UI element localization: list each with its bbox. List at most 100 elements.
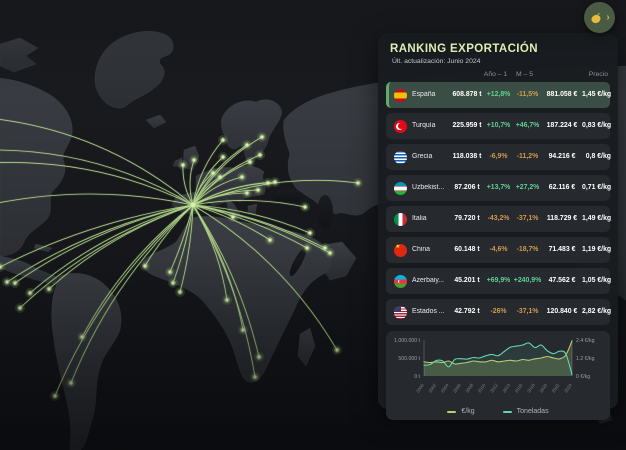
- country-flag-it: [392, 212, 408, 226]
- euro-value: 47.562 €: [548, 276, 576, 284]
- history-chart-card: 1.000.000 t 500.000 t 0 t 2.4 €/kg 1.2 €/kg 0…: [386, 331, 610, 420]
- tonnage-value: 60.148 t: [454, 245, 480, 253]
- svg-text:2024: 2024: [563, 382, 573, 393]
- svg-text:2014: 2014: [501, 382, 511, 393]
- legend-item-kg[interactable]: €/kg: [447, 408, 475, 415]
- tonnage-value: 608.878 t: [452, 90, 482, 98]
- svg-text:2010: 2010: [477, 382, 487, 393]
- country-name: Turquía: [412, 121, 436, 129]
- uz-flag-icon: [393, 181, 407, 195]
- tonnage-value: 87.206 t: [454, 183, 480, 191]
- price-per-kg: 0,8 €/kg: [585, 152, 611, 160]
- country-flag-uz: [392, 181, 408, 195]
- svg-text:1.000.000 t: 1.000.000 t: [394, 338, 421, 344]
- cn-flag-icon: [393, 243, 407, 257]
- country-name: Estados ...: [412, 307, 445, 315]
- country-name: España: [412, 90, 436, 98]
- it-flag-icon: [393, 212, 407, 226]
- col-header-m5: M – 5: [516, 71, 533, 78]
- svg-text:0 t: 0 t: [414, 374, 420, 380]
- svg-text:2006: 2006: [452, 382, 462, 393]
- gr-flag-icon: [393, 150, 407, 164]
- euro-value: 118.729 €: [546, 214, 578, 222]
- tonnage-value: 79.720 t: [454, 214, 480, 222]
- legend-label: Toneladas: [516, 408, 549, 415]
- tonnage-value: 45.201 t: [454, 276, 480, 284]
- yoy-change: -43,2%: [487, 214, 510, 222]
- m5-change: +27,2%: [515, 183, 540, 191]
- ranking-panel: RANKING EXPORTACIÓN Últ. actualización: …: [378, 33, 618, 420]
- price-per-kg: 1,45 €/kg: [582, 90, 612, 98]
- us-flag-icon: [393, 305, 407, 319]
- svg-text:2008: 2008: [464, 382, 474, 393]
- m5-change: +46,7%: [515, 121, 540, 129]
- product-selector-button[interactable]: ›: [584, 2, 615, 33]
- country-name: Grecia: [412, 152, 433, 160]
- svg-text:500.000 t: 500.000 t: [398, 356, 420, 362]
- ranking-row-es[interactable]: España 608.878 t +12,8% -11,5% 881.058 € 1,45…: [386, 82, 612, 108]
- svg-text:2002: 2002: [427, 382, 437, 393]
- chevron-right-icon: ›: [606, 11, 610, 23]
- svg-text:2.4 €/kg: 2.4 €/kg: [576, 338, 595, 344]
- fruit-icon: [591, 13, 601, 24]
- price-per-kg: 1,49 €/kg: [582, 214, 612, 222]
- country-flag-gr: [392, 150, 408, 164]
- yoy-change: -26%: [490, 307, 507, 315]
- country-name: China: [412, 245, 431, 253]
- country-flag-us: [392, 305, 408, 319]
- legend-dash-icon: [447, 410, 457, 413]
- svg-text:2000: 2000: [415, 382, 425, 393]
- m5-change: -37,1%: [516, 307, 539, 315]
- ranking-row-cn[interactable]: China 60.148 t -4,6% -18,7% 71.483 € 1,19 €/k…: [386, 237, 611, 263]
- panel-subtitle: Últ. actualización: Junio 2024: [392, 58, 481, 65]
- tonnage-value: 118.038 t: [452, 152, 482, 160]
- m5-change: +240,9%: [513, 276, 542, 284]
- price-per-kg: 2,82 €/kg: [582, 307, 612, 315]
- yoy-change: +10,7%: [486, 121, 511, 129]
- svg-text:2012: 2012: [489, 382, 499, 393]
- m5-change: -11,5%: [516, 90, 539, 98]
- country-name: Azerbaiy...: [412, 276, 445, 284]
- euro-value: 187.224 €: [546, 121, 578, 129]
- az-flag-icon: [393, 274, 407, 288]
- euro-value: 881.058 €: [546, 90, 578, 98]
- ranking-row-us[interactable]: Estados ... 42.792 t -26% -37,1% 120.840 € 2,…: [386, 299, 612, 325]
- svg-text:2004: 2004: [440, 382, 450, 393]
- country-flag-tr: [392, 119, 408, 133]
- euro-value: 94.216 €: [548, 152, 576, 160]
- legend-dash-icon: [502, 410, 512, 413]
- tonnage-value: 225.959 t: [452, 121, 482, 129]
- es-flag-icon: [393, 88, 407, 102]
- ranking-row-gr[interactable]: Grecia 118.038 t -6,9% -11,2% 94.216 € 0,8 €/…: [386, 144, 611, 170]
- yoy-change: +12,8%: [486, 90, 511, 98]
- yoy-change: +69,9%: [486, 276, 511, 284]
- legend-item-toneladas[interactable]: Toneladas: [502, 408, 549, 415]
- country-name: Uzbekist...: [412, 183, 445, 191]
- m5-change: -11,2%: [516, 152, 539, 160]
- svg-text:1.2 €/kg: 1.2 €/kg: [576, 356, 595, 362]
- panel-title: RANKING EXPORTACIÓN: [390, 43, 538, 55]
- ranking-rows: España 608.878 t +12,8% -11,5% 881.058 € 1,45…: [386, 82, 612, 325]
- country-flag-cn: [392, 243, 408, 257]
- ranking-row-it[interactable]: Italia 79.720 t -43,2% -37,1% 118.729 € 1,49 …: [386, 206, 612, 232]
- black-sea: [272, 189, 304, 203]
- tonnage-value: 42.792 t: [454, 307, 480, 315]
- price-per-kg: 0,83 €/kg: [582, 121, 612, 129]
- price-per-kg: 1,05 €/kg: [582, 276, 612, 284]
- caspian-sea: [317, 195, 333, 229]
- yoy-change: +13,7%: [486, 183, 511, 191]
- country-name: Italia: [412, 214, 427, 222]
- svg-text:2018: 2018: [526, 382, 536, 393]
- ranking-row-az[interactable]: Azerbaiy... 45.201 t +69,9% +240,9% 47.562 €…: [386, 268, 612, 294]
- legend-label: €/kg: [461, 408, 475, 415]
- price-per-kg: 0,71 €/kg: [582, 183, 612, 191]
- col-header-price: Precio: [588, 71, 608, 78]
- ranking-row-tr[interactable]: Turquía 225.959 t +10,7% +46,7% 187.224 € 0,8…: [386, 113, 612, 139]
- yoy-change: -4,6%: [489, 245, 508, 253]
- history-chart: 1.000.000 t 500.000 t 0 t 2.4 €/kg 1.2 €/kg 0…: [394, 338, 595, 394]
- svg-text:2016: 2016: [514, 382, 524, 393]
- ranking-row-uz[interactable]: Uzbekist... 87.206 t +13,7% +27,2% 62.116 € 0…: [386, 175, 612, 201]
- tr-flag-icon: [393, 119, 407, 133]
- euro-value: 71.483 €: [548, 245, 576, 253]
- m5-change: -37,1%: [516, 214, 539, 222]
